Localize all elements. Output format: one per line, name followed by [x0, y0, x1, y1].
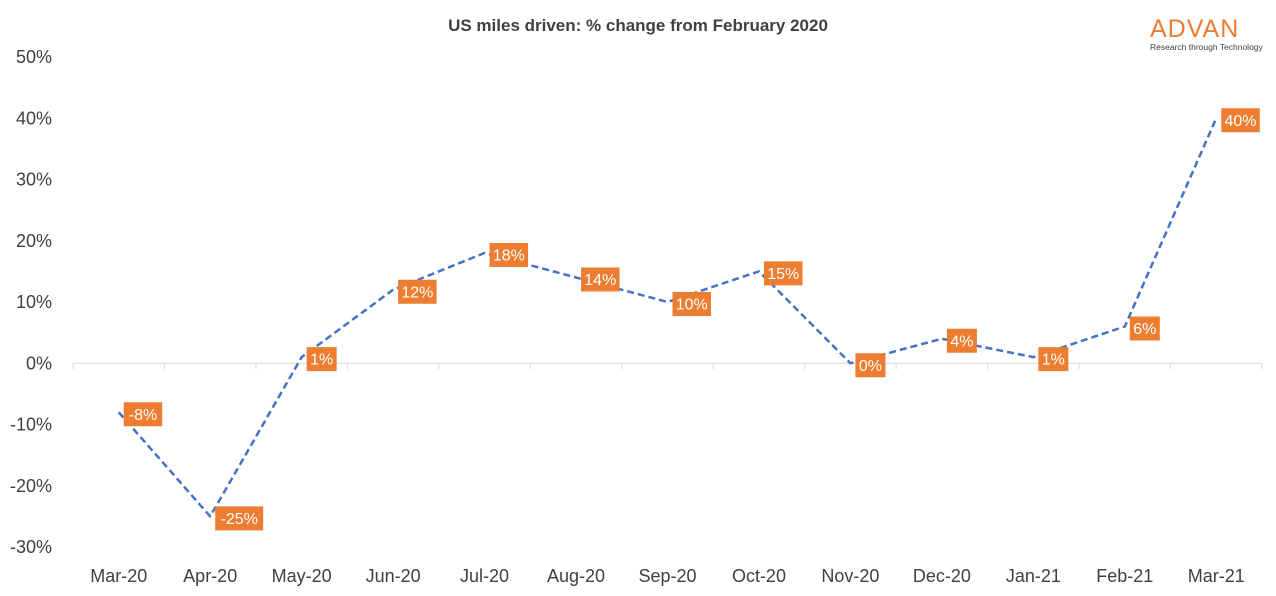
data-label-text: 1%	[310, 352, 333, 369]
data-label-box	[581, 267, 620, 292]
data-labels: -8% -25% 1% 12% 18% 14% 10% 15% 0% 4% 1% 6% 40%	[123, 108, 1260, 531]
data-label: 15%	[763, 261, 803, 286]
x-tick-label: May-20	[272, 566, 332, 586]
y-tick-label: 10%	[16, 292, 52, 312]
data-label: 1%	[1038, 347, 1069, 372]
y-tick-label: -20%	[10, 476, 52, 496]
y-tick-label: -10%	[10, 415, 52, 435]
data-label-box	[946, 328, 977, 353]
data-label: 12%	[398, 279, 437, 304]
data-label: -8%	[123, 402, 163, 427]
y-tick-label: 20%	[16, 231, 52, 251]
logo-name: ADVAN	[1150, 15, 1240, 43]
y-tick-label: 0%	[26, 353, 52, 373]
x-tick-label: Apr-20	[183, 566, 237, 586]
data-label-text: 4%	[950, 333, 973, 350]
data-label-box	[855, 353, 886, 378]
data-label-text: -8%	[129, 407, 157, 424]
x-tick-label: Jun-20	[366, 566, 421, 586]
data-label-text: 6%	[1133, 321, 1156, 338]
data-label: 18%	[489, 243, 529, 267]
data-label: 14%	[581, 267, 620, 292]
chart-title: US miles driven: % change from February …	[448, 16, 828, 35]
data-label-box	[1129, 316, 1160, 341]
data-label-box	[398, 279, 437, 304]
data-label-text: 12%	[401, 284, 433, 301]
x-tick-label: Nov-20	[821, 566, 879, 586]
data-label: 6%	[1129, 316, 1160, 341]
x-tick-label: Oct-20	[732, 566, 786, 586]
y-tick-label: 30%	[16, 170, 52, 190]
data-label-box	[1038, 347, 1069, 372]
y-tick-label: 40%	[16, 108, 52, 128]
x-tick-label: Feb-21	[1096, 566, 1153, 586]
series-line	[117, 117, 1218, 518]
data-label-box	[763, 261, 803, 286]
x-tick-label: Jan-21	[1006, 566, 1061, 586]
data-label: 0%	[855, 353, 886, 378]
data-label: -25%	[215, 506, 264, 531]
y-axis: -30% -20% -10% 0% 10% 20% 30% 40% 50%	[10, 47, 52, 557]
data-label-box	[1221, 108, 1260, 133]
data-label-text: -25%	[221, 511, 258, 528]
x-tick-label: Dec-20	[913, 566, 971, 586]
data-label-box	[215, 506, 264, 531]
data-label-text: 40%	[1225, 113, 1257, 130]
y-tick-label: 50%	[16, 47, 52, 67]
x-tick-label: Aug-20	[547, 566, 605, 586]
data-label: 1%	[306, 347, 337, 372]
data-label-box	[123, 402, 163, 427]
data-label-text: 18%	[493, 248, 525, 265]
data-label-text: 0%	[859, 358, 882, 375]
data-label-box	[489, 243, 529, 267]
series-miles-driven	[117, 117, 1218, 518]
data-label-text: 14%	[584, 272, 616, 289]
data-label-text: 1%	[1042, 352, 1065, 369]
logo-tagline: Research through Technology	[1150, 42, 1263, 52]
data-label: 40%	[1221, 108, 1260, 133]
data-label: 10%	[672, 292, 711, 316]
data-label: 4%	[946, 328, 977, 353]
y-tick-label: -30%	[10, 537, 52, 557]
data-label-box	[672, 292, 711, 316]
x-tick-label: Mar-21	[1188, 566, 1245, 586]
x-axis: Mar-20 Apr-20 May-20 Jun-20 Jul-20 Aug-20 Sep-…	[72, 362, 1263, 586]
x-tick-label: Jul-20	[460, 566, 509, 586]
data-label-box	[306, 347, 337, 372]
data-label-text: 15%	[767, 266, 799, 283]
advan-logo: ADVAN Research through Technology	[1150, 15, 1263, 52]
data-label-text: 10%	[676, 297, 708, 314]
x-tick-label: Mar-20	[90, 566, 147, 586]
x-tick-label: Sep-20	[638, 566, 696, 586]
